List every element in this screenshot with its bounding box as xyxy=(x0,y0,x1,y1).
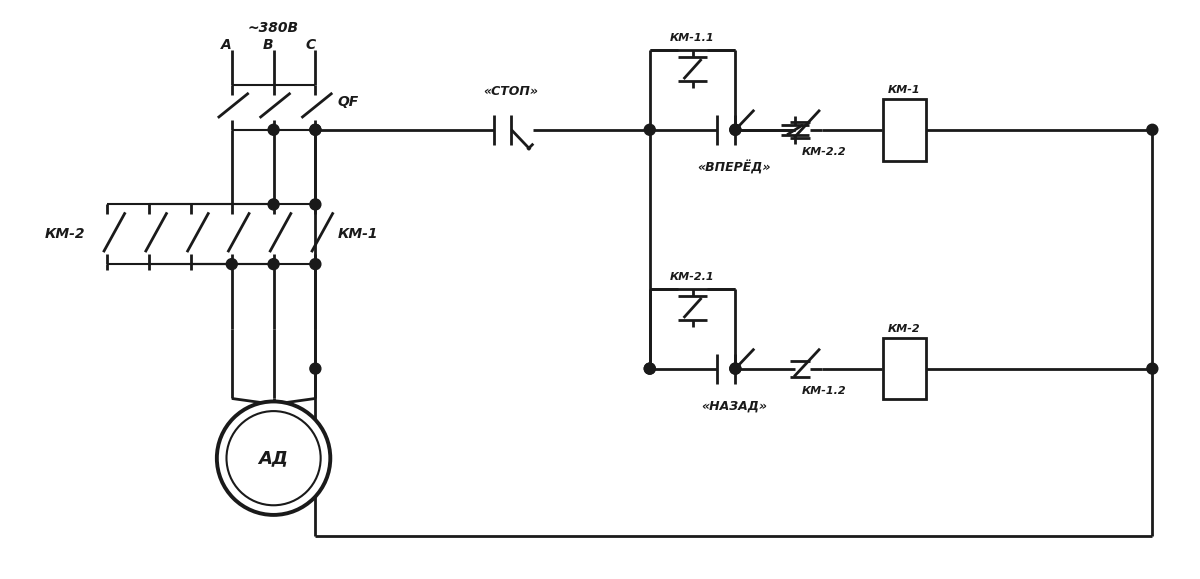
Circle shape xyxy=(644,363,655,374)
Text: КМ-1: КМ-1 xyxy=(888,85,920,95)
Circle shape xyxy=(310,124,320,135)
Circle shape xyxy=(310,259,320,270)
Text: QF: QF xyxy=(337,96,359,109)
Bar xyxy=(883,338,926,400)
Circle shape xyxy=(268,259,280,270)
Text: «НАЗАД»: «НАЗАД» xyxy=(701,400,767,413)
Text: КМ-1: КМ-1 xyxy=(337,228,378,241)
Circle shape xyxy=(1147,363,1158,374)
Circle shape xyxy=(310,124,320,135)
Circle shape xyxy=(644,363,655,374)
Circle shape xyxy=(644,124,655,135)
Circle shape xyxy=(310,199,320,210)
Text: КМ-2.2: КМ-2.2 xyxy=(802,146,847,157)
Text: C: C xyxy=(305,38,316,52)
Circle shape xyxy=(730,124,740,135)
Circle shape xyxy=(217,401,330,515)
Text: АД: АД xyxy=(259,449,288,467)
Circle shape xyxy=(268,199,280,210)
Text: КМ-1.1: КМ-1.1 xyxy=(671,33,715,43)
Text: КМ-2: КМ-2 xyxy=(44,228,85,241)
Text: КМ-2: КМ-2 xyxy=(888,324,920,334)
Circle shape xyxy=(730,363,740,374)
Text: КМ-1.2: КМ-1.2 xyxy=(802,386,847,395)
Circle shape xyxy=(268,124,280,135)
Circle shape xyxy=(1147,124,1158,135)
Bar xyxy=(883,99,926,160)
Circle shape xyxy=(310,363,320,374)
Text: «СТОП»: «СТОП» xyxy=(482,86,538,98)
Text: B: B xyxy=(263,38,274,52)
Circle shape xyxy=(730,124,740,135)
Circle shape xyxy=(227,411,320,505)
Text: «ВПЕРЁД»: «ВПЕРЁД» xyxy=(697,160,772,175)
Text: A: A xyxy=(221,38,232,52)
Text: КМ-2.1: КМ-2.1 xyxy=(671,272,715,282)
Circle shape xyxy=(730,363,740,374)
Circle shape xyxy=(227,259,238,270)
Text: ~380В: ~380В xyxy=(248,21,299,35)
